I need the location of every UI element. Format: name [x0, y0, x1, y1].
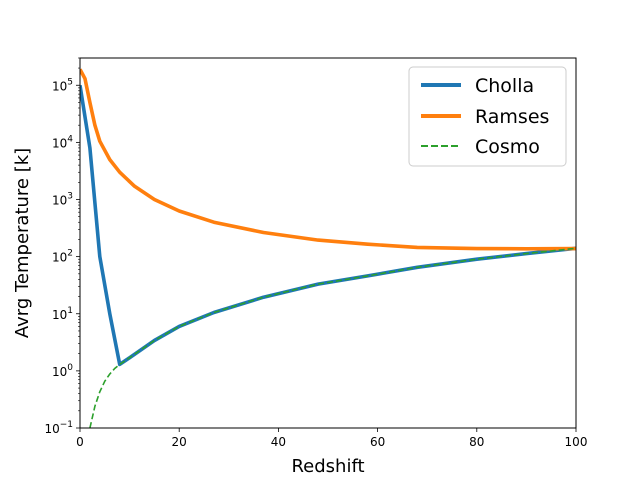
legend: Cholla Ramses Cosmo	[408, 66, 567, 167]
series-line-cosmo	[89, 247, 576, 428]
y-tick-label: 105	[52, 77, 73, 93]
x-tick-label: 80	[469, 435, 484, 449]
y-axis-label: Avrg Temperature [k]	[12, 148, 33, 338]
x-tick-label: 100	[565, 435, 588, 449]
y-axis: 10−1 100 101 102 103 104 105	[44, 57, 80, 436]
legend-label-cosmo: Cosmo	[475, 136, 540, 158]
x-axis: 0 20 40 60 80 100	[76, 428, 587, 449]
y-tick-label: 104	[52, 134, 73, 150]
x-tick-label: 20	[172, 435, 187, 449]
legend-label-ramses: Ramses	[475, 106, 549, 128]
legend-label-cholla: Cholla	[475, 75, 534, 97]
series-line-ramses	[80, 68, 576, 251]
series-layer	[80, 68, 576, 428]
x-tick-label: 60	[370, 435, 385, 449]
y-tick-label: 100	[52, 363, 73, 379]
x-axis-label: Redshift	[291, 456, 364, 477]
legend-frame	[408, 66, 567, 167]
x-tick-label: 40	[271, 435, 286, 449]
y-tick-label: 103	[52, 192, 73, 208]
x-tick-label: 0	[76, 435, 84, 449]
y-tick-label: 102	[52, 249, 73, 265]
y-tick-label: 10−1	[44, 420, 73, 436]
plot-frame	[79, 57, 577, 429]
y-tick-label: 101	[52, 306, 73, 322]
